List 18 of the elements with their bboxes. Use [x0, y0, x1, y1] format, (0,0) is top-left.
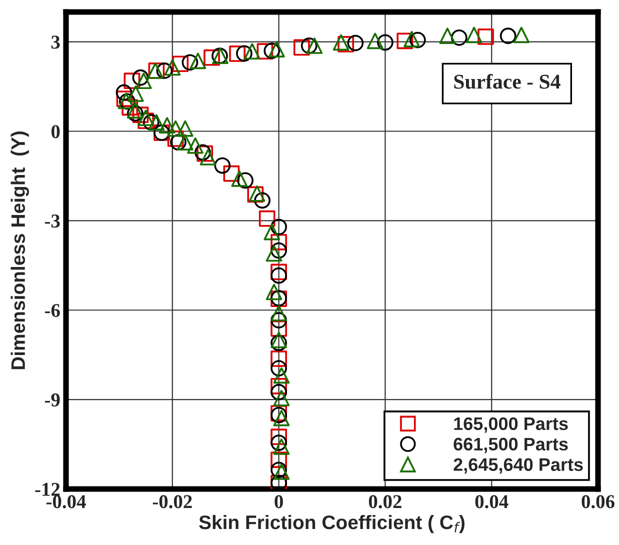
y-tick-label: -6 — [44, 304, 60, 318]
y-tick-label: -3 — [44, 214, 60, 228]
y-tick-label: -9 — [44, 393, 60, 406]
annotation: Surface - S4 — [454, 74, 560, 89]
x-tick-label: -0.02 — [152, 495, 192, 508]
x-tick-label: 0.06 — [582, 495, 614, 508]
legend-label: 165,000 Parts — [454, 417, 568, 433]
x-tick-label: -0.04 — [46, 495, 86, 508]
y-tick-label: 3 — [51, 36, 60, 49]
x-tick-label: 0.04 — [475, 495, 508, 508]
legend-label: 661,500 Parts — [454, 438, 568, 454]
x-tick-label: 0.02 — [368, 495, 402, 508]
y-axis-title: Dimensionless Height (Y) — [10, 132, 29, 370]
legend-label: 2,645,640 Parts — [454, 458, 583, 474]
y-tick-label: 0 — [51, 125, 60, 138]
x-axis-title: Skin Friction Coefficient ( C$_{f}$) — [199, 514, 464, 534]
x-tick-label: 0 — [274, 495, 283, 508]
y-tick-label: -12 — [35, 482, 60, 496]
